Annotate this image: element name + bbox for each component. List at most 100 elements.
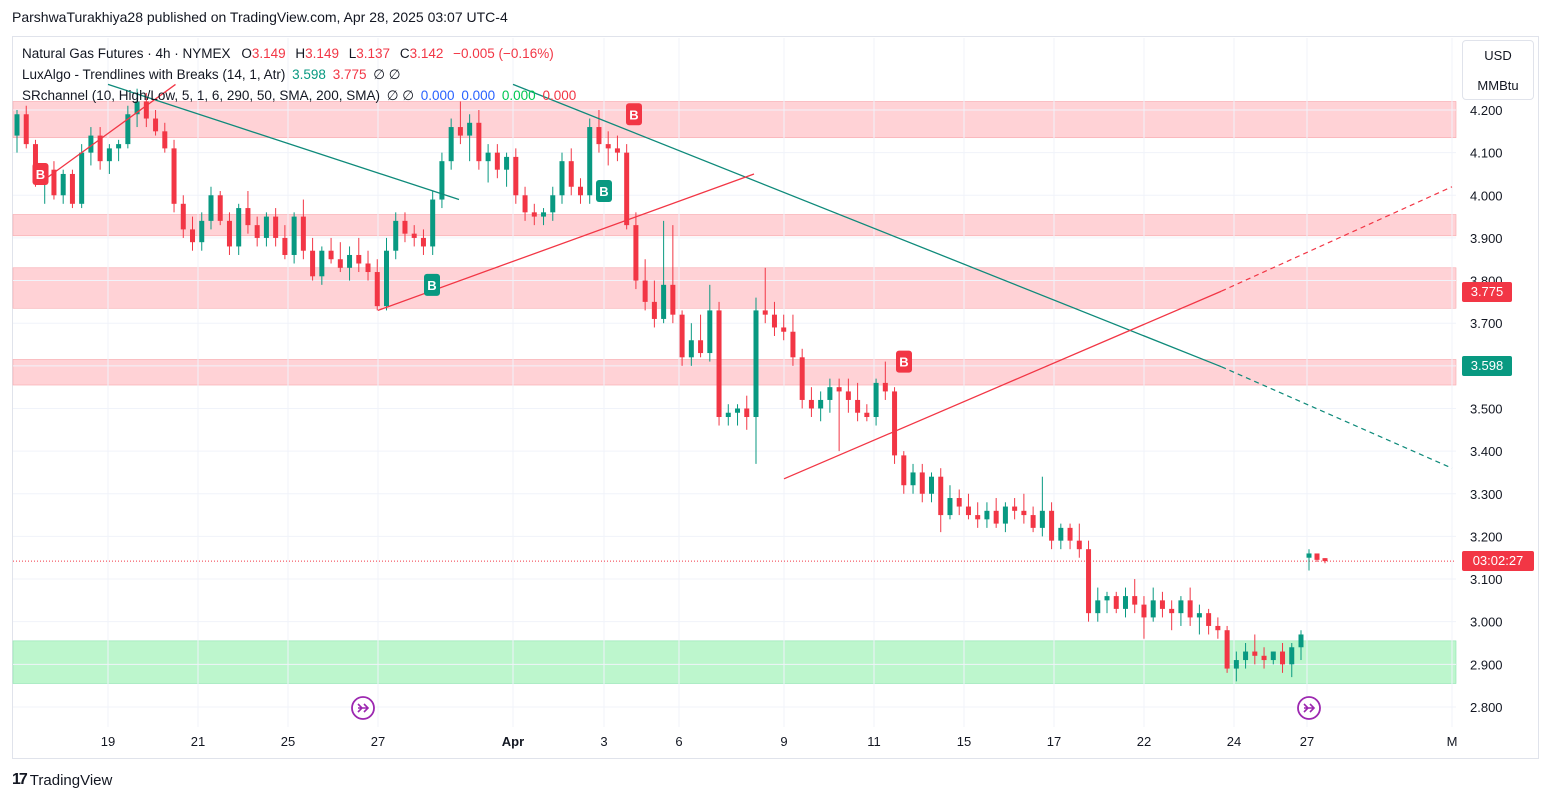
candle-body [1104, 596, 1110, 601]
candle [919, 463, 925, 503]
candle-body [1206, 613, 1212, 626]
candle [1306, 549, 1312, 571]
candle-body [217, 195, 223, 221]
candle [14, 110, 20, 153]
countdown-label: 03:02:27 [1462, 551, 1534, 571]
candle [1132, 579, 1138, 614]
candle-body [273, 216, 279, 238]
candle-body [328, 250, 334, 260]
candle [1159, 591, 1165, 618]
signal-badge [596, 180, 612, 203]
candle [605, 131, 611, 166]
o-value: 3.149 [251, 46, 286, 61]
candle-body [799, 357, 805, 400]
x-tick-label: 19 [101, 734, 115, 749]
candle-body [97, 135, 103, 162]
candle-body [411, 233, 417, 238]
candle-body [725, 412, 731, 418]
y-tick-label: 3.300 [1470, 487, 1503, 502]
candle-body [208, 195, 214, 221]
trendlines [40, 83, 1453, 480]
legend-indicator-2: SRchannel (10, High/Low, 5, 1, 6, 290, 5… [22, 88, 579, 104]
candle-body [892, 391, 898, 456]
candle-body [771, 314, 777, 328]
candle-body [1159, 600, 1165, 609]
candle-body [845, 391, 851, 400]
candle [310, 237, 316, 281]
tradingview-logo[interactable]: 17 TradingView [12, 771, 112, 789]
candle [818, 391, 824, 422]
candle [614, 135, 620, 162]
candle-body [14, 114, 20, 136]
replay-icon-arrow [357, 703, 370, 713]
candle-body [1076, 540, 1082, 550]
uptrend-line [377, 173, 755, 312]
candle-body [781, 327, 787, 332]
bearish-break-signal: B [626, 103, 642, 126]
candle-body [476, 122, 482, 162]
candle-body [125, 114, 131, 145]
candle-body [1113, 596, 1119, 609]
candle [670, 225, 676, 324]
h-value: 3.149 [305, 46, 339, 61]
candle [947, 485, 953, 520]
downtrend-line [107, 83, 460, 201]
candle [236, 203, 242, 255]
candle-body [910, 472, 916, 486]
candle-body [688, 340, 694, 358]
chart-frame[interactable] [12, 36, 1539, 759]
candle [808, 387, 814, 418]
candle-body [1039, 510, 1045, 528]
candle [633, 212, 639, 290]
candle-body [1012, 506, 1018, 511]
y-tick-label: 3.100 [1470, 572, 1503, 587]
indicator2-value-2: 0.000 [461, 88, 496, 103]
indicator1-name[interactable]: LuxAlgo - Trendlines with Breaks (14, 1,… [22, 67, 286, 82]
candle-body [504, 156, 510, 170]
candle [679, 310, 685, 366]
candle-body [735, 408, 741, 413]
candle-body [568, 161, 574, 187]
candle-body [1224, 630, 1230, 669]
candle [328, 237, 334, 264]
candle-body [661, 284, 667, 319]
candle [1270, 651, 1276, 665]
candle-body [282, 237, 288, 255]
candle [448, 118, 454, 170]
replay-icon-arrow [1303, 703, 1316, 713]
y-tick-label: 3.900 [1470, 231, 1503, 246]
currency-unit-selector[interactable]: USD MMBtu [1462, 40, 1534, 100]
candle [485, 144, 491, 183]
candle [568, 148, 574, 196]
candle-body [919, 472, 925, 494]
candle [929, 472, 935, 503]
candle [771, 301, 777, 336]
candle [162, 122, 168, 153]
x-tick-label: 27 [1300, 734, 1314, 749]
candle-body [1049, 510, 1055, 541]
candle [836, 378, 842, 452]
candle-body [134, 101, 140, 115]
candle [624, 144, 630, 230]
candle-body [1280, 651, 1286, 665]
candle [938, 468, 944, 533]
candle-body [873, 382, 879, 418]
candle [596, 110, 602, 153]
indicator2-name[interactable]: SRchannel (10, High/Low, 5, 1, 6, 290, 5… [22, 88, 380, 103]
candle [1289, 643, 1295, 678]
candle-body [855, 399, 861, 413]
indicator2-value-1: 0.000 [420, 88, 455, 103]
candle [337, 242, 343, 273]
candle [23, 105, 29, 149]
candle [402, 212, 408, 243]
candle [79, 144, 85, 209]
candle [1067, 523, 1073, 550]
symbol-name[interactable]: Natural Gas Futures · 4h · NYMEX [22, 46, 231, 61]
bearish-break-signal: B [32, 162, 49, 185]
candle [1122, 587, 1128, 618]
candle-body [827, 387, 833, 400]
candle [439, 152, 445, 209]
published-line: ParshwaTurakhiya28 published on TradingV… [12, 9, 508, 25]
x-tick-label: M [1447, 734, 1458, 749]
